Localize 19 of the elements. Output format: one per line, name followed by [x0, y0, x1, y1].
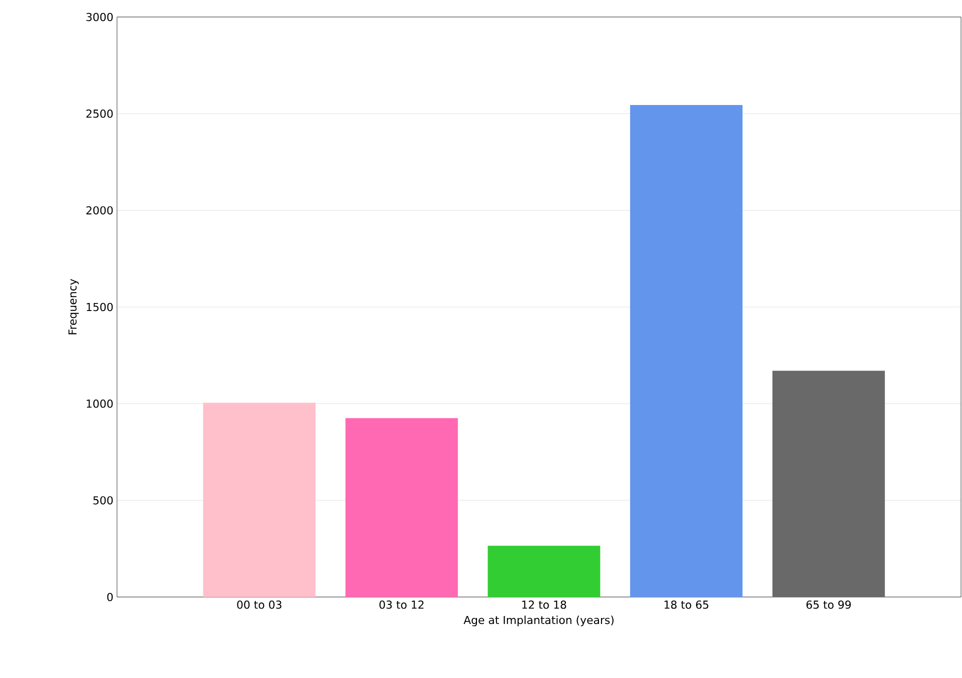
x-tick-label: 00 to 03 [237, 600, 282, 609]
y-tick-label: 2000 [86, 206, 113, 214]
y-tick-label: 2500 [86, 110, 113, 118]
y-tick-label: 1500 [86, 302, 113, 312]
y-tick-label: 1000 [86, 400, 113, 408]
x-tick-label: 03 to 12 [379, 600, 424, 609]
y-tick-label: 500 [93, 496, 113, 504]
bar [772, 370, 885, 597]
x-tick-label: 12 to 18 [522, 600, 566, 609]
y-tick-label: 0 [107, 592, 113, 602]
x-axis-title: Age at Implantation (years) [464, 616, 614, 626]
bar [630, 104, 743, 597]
x-tick-label: 18 to 65 [664, 600, 708, 609]
y-axis-title: Frequency [68, 279, 79, 334]
x-tick-label: 65 to 99 [806, 600, 851, 609]
bar [203, 402, 316, 597]
bar [488, 546, 600, 597]
bar [345, 418, 458, 597]
y-tick-label: 3000 [86, 12, 113, 22]
